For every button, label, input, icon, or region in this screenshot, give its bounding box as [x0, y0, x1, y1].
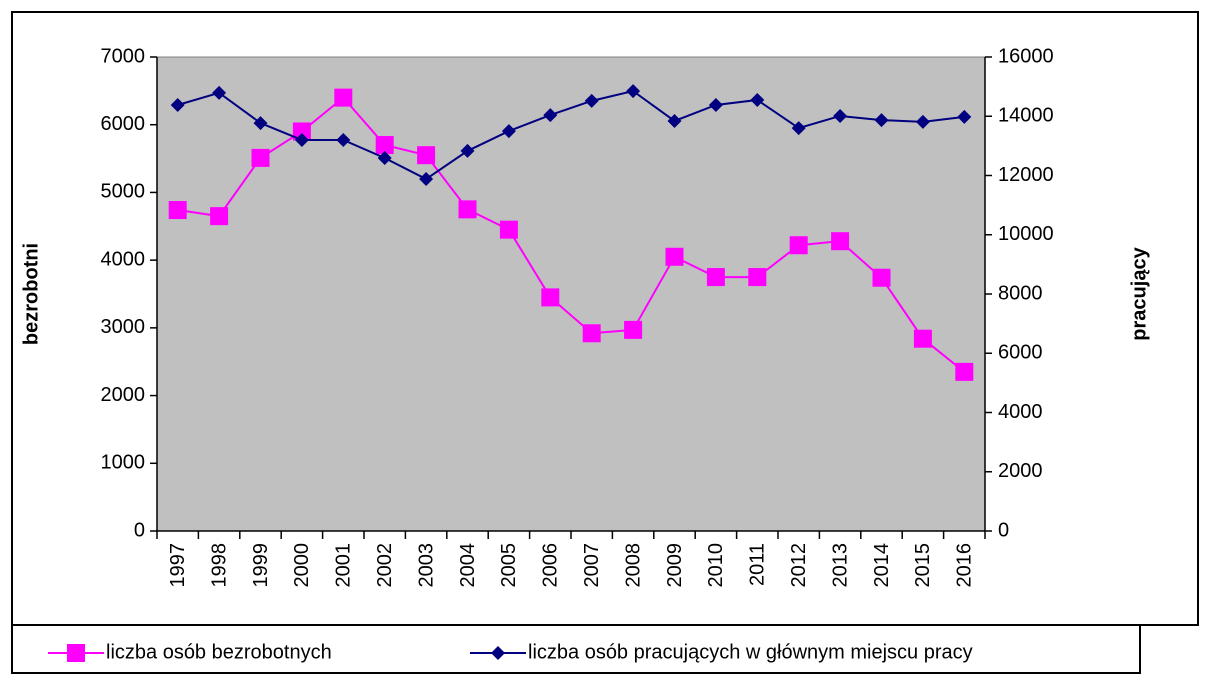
legend-box	[11, 624, 1141, 674]
x-tick-label: 2005	[498, 543, 520, 588]
x-tick-label: 1997	[167, 543, 189, 588]
x-tick-label: 2009	[664, 543, 686, 588]
y-tick-label: 4000	[101, 248, 146, 270]
y2-tick-label: 14000	[998, 105, 1054, 127]
data-point	[584, 93, 599, 108]
x-tick-label: 2008	[622, 543, 644, 588]
y2-tick-label: 8000	[998, 282, 1043, 304]
data-point	[913, 329, 932, 348]
data-point	[750, 92, 765, 107]
x-tick-label: 2001	[333, 543, 355, 588]
x-tick-label: 2004	[457, 543, 479, 588]
data-point	[419, 172, 434, 187]
data-point	[872, 268, 891, 287]
data-point	[334, 88, 353, 107]
y2-tick-label: 0	[998, 519, 1009, 541]
legend-marker	[491, 646, 505, 660]
data-point	[833, 108, 848, 123]
data-point	[170, 97, 185, 112]
data-point	[624, 320, 643, 339]
data-point	[501, 124, 516, 139]
x-tick-label: 2016	[954, 543, 976, 588]
data-point	[708, 97, 723, 112]
data-point	[665, 247, 684, 266]
data-point	[543, 108, 558, 123]
legend-label: liczba osób pracujących w głównym miejsc…	[528, 641, 973, 663]
y2-tick-label: 10000	[998, 223, 1054, 245]
data-point	[294, 132, 309, 147]
x-tick-label: 1999	[250, 543, 272, 588]
data-point	[460, 143, 475, 158]
y-axis-title: bezrobotni	[20, 243, 42, 345]
data-point	[417, 146, 436, 165]
plot-area	[156, 56, 986, 532]
y-tick-label: 1000	[101, 452, 146, 474]
y-tick-label: 6000	[101, 113, 146, 135]
data-point	[791, 121, 806, 136]
y-tick-label: 2000	[101, 384, 146, 406]
data-point	[874, 113, 889, 128]
y2-tick-label: 12000	[998, 164, 1054, 186]
x-tick-label: 2000	[291, 543, 313, 588]
y-tick-label: 7000	[101, 45, 146, 67]
x-tick-label: 2003	[415, 543, 437, 588]
legend-marker	[67, 644, 85, 662]
data-point	[210, 207, 229, 226]
data-point	[458, 200, 477, 219]
data-point	[168, 201, 187, 220]
data-point	[375, 136, 394, 155]
data-point	[831, 232, 850, 251]
data-point	[253, 116, 268, 131]
x-tick-label: 2013	[829, 543, 851, 588]
data-point	[336, 132, 351, 147]
data-point	[541, 288, 560, 307]
data-point	[499, 220, 518, 239]
data-point	[748, 268, 767, 287]
x-tick-label: 2007	[581, 543, 603, 588]
data-point	[957, 109, 972, 124]
x-tick-label: 2015	[912, 543, 934, 588]
x-tick-label: 2012	[788, 543, 810, 588]
x-tick-label: 2002	[374, 543, 396, 588]
legend-label: liczba osób bezrobotnych	[106, 641, 332, 663]
data-point	[955, 362, 974, 381]
data-point	[292, 122, 311, 141]
data-point	[377, 151, 392, 166]
y2-tick-label: 4000	[998, 401, 1043, 423]
data-point	[212, 85, 227, 100]
y-tick-label: 3000	[101, 316, 146, 338]
y-tick-label: 0	[134, 519, 145, 541]
y2-axis-title: pracujący	[1128, 246, 1150, 340]
data-point	[789, 236, 808, 255]
data-point	[582, 324, 601, 343]
y2-tick-label: 16000	[998, 45, 1054, 67]
data-point	[251, 148, 270, 167]
data-point	[626, 84, 641, 99]
y2-tick-label: 6000	[998, 342, 1043, 364]
x-tick-label: 2010	[705, 543, 727, 588]
data-point	[667, 113, 682, 128]
data-point	[915, 114, 930, 129]
x-tick-label: 2014	[871, 543, 893, 588]
x-tick-label: 2011	[747, 543, 769, 586]
x-tick-label: 1998	[208, 543, 230, 588]
data-point	[706, 268, 725, 287]
x-tick-label: 2006	[540, 543, 562, 588]
y2-tick-label: 2000	[998, 460, 1043, 482]
y-tick-label: 5000	[101, 181, 146, 203]
